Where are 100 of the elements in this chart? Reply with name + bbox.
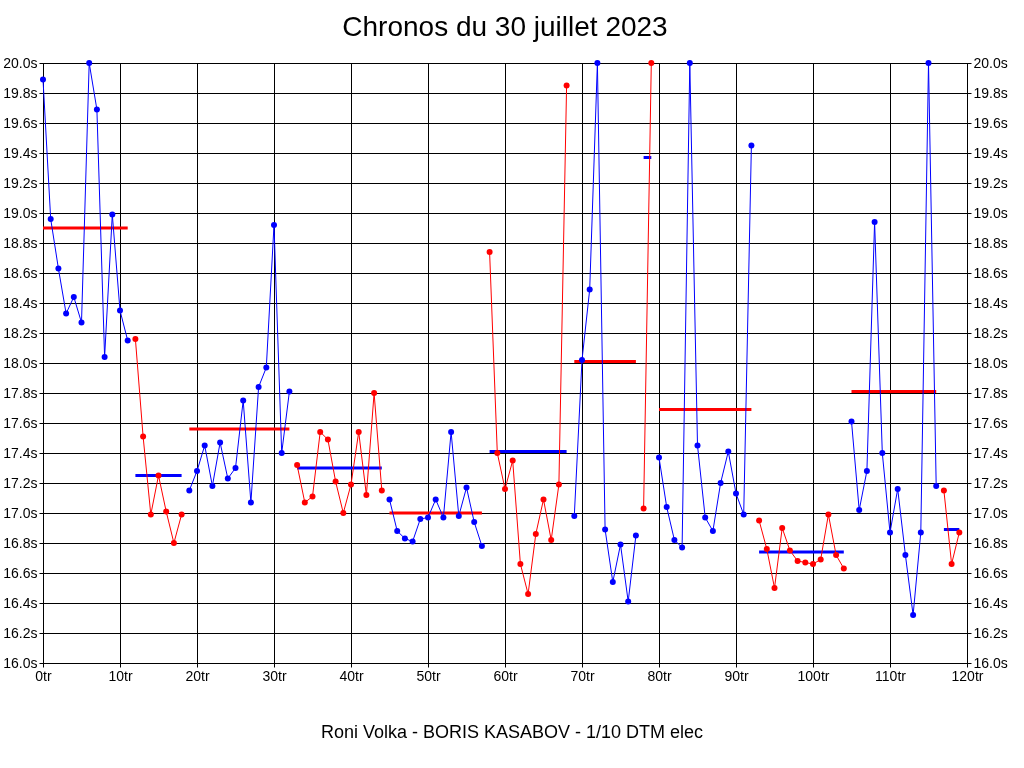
x-tick-label: 70tr [570,667,595,684]
point [910,612,917,618]
point [579,357,585,363]
point [301,499,308,506]
point [702,514,709,521]
point [694,442,701,449]
point [871,219,878,225]
text: Roni Volka - BORIS KASABOV - 1/10 DTM elec [319,722,705,743]
point [448,429,455,435]
y2-tick-label: 17.8s [973,384,1008,401]
y2-tick-label: 19.8s [973,84,1008,101]
point [348,481,354,488]
x-tick-label: 90tr [724,667,749,684]
point [224,475,231,482]
y-tick-label: 18.2s [3,324,38,341]
point [278,450,285,456]
y-tick-label: 17.6s [3,414,38,431]
y2-tick-label: 17.0s [973,504,1008,521]
point [494,450,501,456]
point [594,60,601,66]
point [555,481,562,488]
point [756,517,763,524]
point [725,448,732,455]
point [109,211,116,218]
point [940,487,947,494]
point [540,496,547,503]
point [879,450,886,456]
point [455,513,462,519]
point [40,76,46,83]
y2-tick-label: 18.4s [973,294,1008,311]
y2-tick-label: 18.2s [973,324,1008,341]
point [763,546,770,552]
point [178,511,185,518]
point [201,442,208,449]
point [840,565,847,572]
y2-tick-label: 18.6s [973,264,1008,281]
point [917,529,924,536]
y2-tick-label: 20.0s [973,54,1008,71]
point [717,480,724,486]
y-tick-label: 17.4s [3,444,38,461]
y2-tick-label: 17.4s [973,444,1008,461]
x-tick-label: 0tr [35,667,52,684]
point [155,472,162,479]
point [47,216,54,222]
y-tick-label: 19.2s [3,174,38,191]
y2-tick-label: 17.2s [973,474,1008,491]
point [748,142,755,149]
point [324,436,331,443]
point [563,82,570,89]
point [887,529,893,536]
point [363,492,370,498]
point [617,541,624,548]
x-tick-label: 80tr [647,667,672,684]
point [486,249,493,255]
point [817,556,824,563]
point [117,307,123,314]
point [263,364,270,371]
point [217,439,224,446]
point [409,538,416,545]
y-tick-label: 19.4s [3,144,38,161]
point [194,468,200,474]
point [163,508,170,515]
point [825,511,832,518]
point [86,60,93,66]
x-tick-label: 110tr [875,667,907,684]
y2-tick-label: 19.6s [973,114,1008,131]
y-tick-label: 16.8s [3,534,38,551]
point [170,540,177,546]
point [571,513,578,519]
point [101,354,108,360]
point [632,532,639,539]
point [648,60,655,66]
point [502,486,508,492]
x-tick-label: 40tr [339,667,364,684]
point [525,591,532,597]
point [355,429,362,435]
y-tick-label: 18.6s [3,264,38,281]
y-tick-label: 17.2s [3,474,38,491]
point [532,531,539,537]
y-tick-label: 19.0s [3,204,38,221]
point [517,561,524,567]
y2-tick-label: 18.0s [973,354,1008,371]
point [671,537,678,543]
y2-tick-label: 17.6s [973,414,1008,431]
point [440,514,447,521]
point [186,487,193,494]
point [779,525,786,531]
point [833,552,840,558]
point [740,511,747,518]
y-tick-label: 18.0s [3,354,38,371]
point [371,390,378,396]
y2-tick-label: 19.4s [973,144,1008,161]
x-tick-label: 20tr [185,667,210,684]
point [609,579,616,585]
x-tick-label: 30tr [262,667,287,684]
point [956,529,963,536]
point [640,505,647,512]
point [656,454,662,461]
y-tick-label: 17.8s [3,384,38,401]
y2-tick-label: 19.0s [973,204,1008,221]
